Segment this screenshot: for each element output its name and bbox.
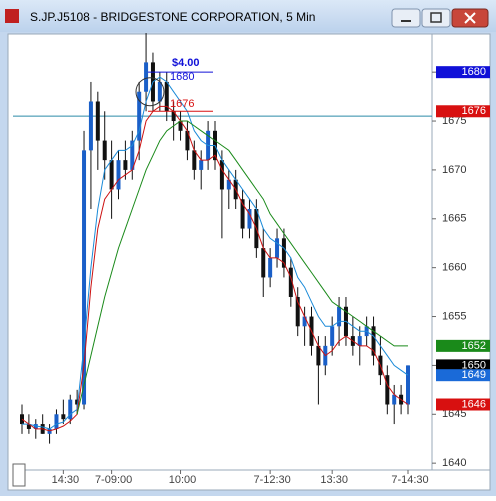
candle-body	[130, 140, 135, 170]
price-tag-label: 1646	[462, 398, 486, 410]
measure-lower-label: 1676	[170, 98, 194, 110]
candle-body	[295, 296, 300, 327]
x-tick-label: 7-12:30	[253, 474, 290, 486]
chart-panel	[7, 33, 491, 491]
maximize-button[interactable]	[421, 8, 451, 28]
candle-body	[337, 306, 342, 327]
candle-body	[247, 209, 252, 229]
candle-body	[275, 238, 280, 258]
candle-body	[392, 394, 397, 405]
candle-body	[219, 160, 224, 190]
candle-body	[88, 101, 93, 151]
candle-body	[226, 179, 231, 190]
price-tag	[436, 369, 490, 382]
x-tick-label: 13:30	[320, 474, 348, 486]
candle-body	[116, 160, 121, 190]
candle-body	[185, 130, 190, 151]
candle-body	[261, 248, 266, 278]
x-tick-label: 7-09:00	[95, 474, 132, 486]
price-tag-label: 1650	[462, 359, 486, 371]
candle-body	[171, 111, 176, 122]
x-tick-label: 14:30	[52, 474, 80, 486]
candle-body	[82, 150, 87, 405]
candle-body	[288, 267, 293, 297]
candle-body	[406, 365, 410, 405]
candle-body	[371, 326, 376, 356]
measure-circle	[135, 77, 165, 107]
price-tag	[436, 105, 490, 118]
x-tick-label: 10:00	[169, 474, 197, 486]
candle-body	[54, 414, 59, 429]
candle-body	[199, 160, 204, 170]
candle-body	[164, 81, 169, 112]
candle-body	[192, 150, 197, 170]
price-tag-label: 1649	[462, 369, 486, 381]
price-tag-label: 1680	[462, 66, 486, 78]
ma-line	[22, 76, 409, 430]
x-tick-label: 7-14:30	[391, 474, 428, 486]
maximize-glyph	[430, 12, 442, 23]
candle-body	[385, 375, 390, 405]
candle-body	[157, 81, 162, 102]
price-tag	[436, 66, 490, 79]
candle-body	[137, 91, 142, 141]
measure-upper-label: 1680	[170, 71, 194, 83]
window-title: S.JP.J5108 - BRIDGESTONE CORPORATION, 5 …	[30, 10, 315, 24]
price-tag-label: 1676	[462, 105, 486, 117]
candle-body	[26, 424, 31, 429]
candle-body	[61, 414, 66, 420]
candle-body	[330, 326, 335, 346]
y-tick-label: 1640	[442, 457, 466, 469]
ma-line	[21, 105, 409, 432]
candle-body	[357, 336, 362, 346]
candle-body	[102, 140, 107, 161]
ma-line	[76, 120, 408, 415]
price-tag	[436, 398, 490, 411]
candle-body	[75, 399, 80, 405]
candle-body	[178, 121, 183, 131]
app-icon	[5, 9, 19, 23]
price-tag	[436, 359, 490, 372]
y-tick-label: 1665	[442, 213, 466, 225]
minimize-button[interactable]	[391, 8, 421, 28]
y-tick-label: 1645	[442, 408, 466, 420]
candle-body	[281, 238, 286, 268]
candle-body	[268, 257, 273, 278]
candle-body	[20, 414, 24, 425]
candle-body	[109, 160, 114, 190]
measure-label: $4.00	[172, 57, 200, 69]
candle-body	[302, 316, 307, 327]
y-tick-label: 1675	[442, 115, 466, 127]
scroll-box[interactable]	[12, 463, 26, 487]
y-tick-label: 1670	[442, 164, 466, 176]
candle-body	[95, 101, 100, 141]
candle-body	[144, 62, 149, 92]
candle-body	[240, 199, 245, 229]
price-tag	[436, 339, 490, 352]
y-tick-label: 1660	[442, 262, 466, 274]
y-tick-label: 1655	[442, 310, 466, 322]
candle-body	[68, 399, 73, 420]
candle-body	[316, 345, 321, 366]
candle-body	[123, 160, 128, 170]
close-glyph	[464, 12, 476, 24]
price-tag-label: 1652	[462, 340, 486, 352]
